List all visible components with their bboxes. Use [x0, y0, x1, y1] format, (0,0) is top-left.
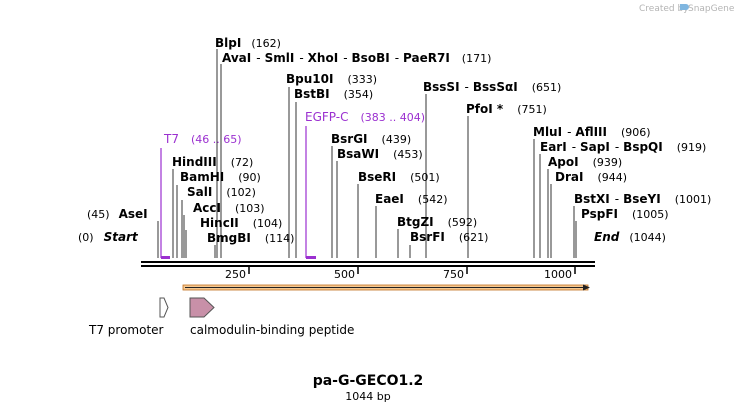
- site-label[interactable]: BseRI (501): [358, 170, 440, 184]
- watermark-text: Created by: [639, 4, 689, 14]
- site-label[interactable]: BtgZI (592): [397, 215, 477, 229]
- site-label[interactable]: BstBI (354): [294, 87, 373, 101]
- site-label[interactable]: EaeI (542): [375, 192, 448, 206]
- feature-label: T7 promoter: [88, 323, 164, 337]
- site-label[interactable]: MluI - AflIII (906): [533, 125, 651, 139]
- feature-arrow-icon: [189, 297, 215, 318]
- promoter-arrow-icon: [159, 297, 169, 318]
- primer-arrow: [306, 256, 316, 259]
- backbone: 250 500 750 1000: [141, 261, 595, 281]
- construct-title: pa-G-GECO1.2: [313, 373, 424, 389]
- feature-t7-promoter[interactable]: T7 promoter: [88, 297, 169, 337]
- primer-label: T7 (46 .. 65): [163, 132, 242, 146]
- end-label: End (1044): [594, 230, 666, 244]
- watermark: Created by SnapGene: [639, 4, 735, 14]
- site-label[interactable]: PspFI (1005): [581, 207, 669, 221]
- site-label[interactable]: Bpu10I (333): [286, 72, 377, 86]
- primer-label: EGFP-C (383 .. 404): [305, 110, 425, 124]
- site-label[interactable]: ApoI (939): [548, 155, 622, 169]
- site-label[interactable]: BsrFI (621): [410, 230, 488, 244]
- primer-t7[interactable]: T7 (46 .. 65): [160, 132, 242, 259]
- site-label[interactable]: AccI (103): [193, 201, 265, 215]
- site-label[interactable]: BlpI (162): [215, 36, 281, 50]
- site-label[interactable]: HindIII (72): [172, 155, 253, 169]
- leader-lines: [157, 49, 577, 258]
- site-label[interactable]: DraI (944): [555, 170, 627, 184]
- primer-egfp-c[interactable]: EGFP-C (383 .. 404): [305, 110, 425, 259]
- scale-tick-label: 250: [225, 268, 246, 281]
- site-label[interactable]: AvaI - SmlI - XhoI - BsoBI - PaeR7I (171): [222, 51, 491, 65]
- site-label[interactable]: BmgBI (114): [207, 231, 294, 245]
- watermark-brand: SnapGene: [688, 4, 735, 14]
- restriction-sites: BlpI (162) AvaI - SmlI - XhoI - BsoBI - PaeR7I (17…: [87, 36, 711, 245]
- site-label[interactable]: EarI - SapI - BspQI (919): [540, 140, 706, 154]
- feature-label: calmodulin-binding peptide: [190, 323, 354, 337]
- site-label[interactable]: BamHI (90): [180, 170, 261, 184]
- start-label: (0) Start: [78, 230, 139, 244]
- scale-tick-label: 1000: [544, 268, 572, 281]
- construct-length: 1044 bp: [345, 390, 390, 403]
- feature-cbp[interactable]: calmodulin-binding peptide: [189, 297, 354, 337]
- orf-arrow[interactable]: [182, 284, 590, 291]
- site-label[interactable]: (45) AseI: [87, 207, 148, 221]
- site-label[interactable]: BstXI - BseYI (1001): [574, 192, 711, 206]
- snapgene-logo-icon: [680, 4, 689, 10]
- site-label[interactable]: BsaWI (453): [337, 147, 423, 161]
- site-label[interactable]: SalI (102): [187, 185, 256, 199]
- scale-tick-label: 750: [443, 268, 464, 281]
- primer-arrow: [161, 256, 170, 259]
- site-label[interactable]: PfoI * (751): [466, 102, 547, 116]
- site-label[interactable]: HincII (104): [200, 216, 282, 230]
- site-label[interactable]: BssSI - BssSαI (651): [423, 80, 561, 94]
- site-label[interactable]: BsrGI (439): [331, 132, 411, 146]
- scale-tick-label: 500: [334, 268, 355, 281]
